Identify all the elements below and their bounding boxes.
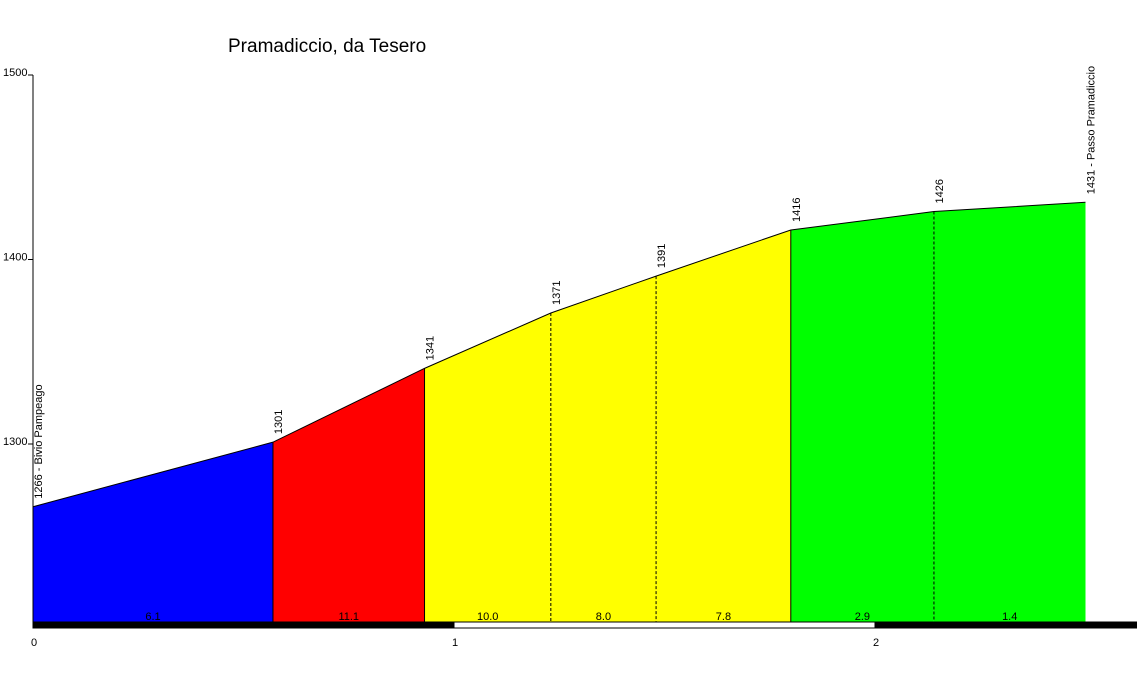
segment-grade-label: 11.1 bbox=[338, 611, 359, 623]
point-label: 1416 bbox=[791, 197, 803, 221]
segment-area-2 bbox=[272, 368, 425, 622]
point-label: 1371 bbox=[551, 281, 563, 305]
y-tick-label: 1400 bbox=[3, 252, 27, 264]
chart-title: Pramadiccio, da Tesero bbox=[228, 36, 426, 57]
x-axis-km-bar bbox=[32, 621, 455, 629]
profile-line bbox=[32, 201, 1086, 508]
segment-area-5 bbox=[656, 229, 791, 623]
point-labels-layer: 1266 - Bivio Pampeago 1301 1341 1371 1391 141… bbox=[33, 66, 1098, 499]
point-label: 1301 bbox=[273, 410, 285, 434]
segment-grade-label: 8.0 bbox=[596, 611, 611, 623]
y-tick-label: 1300 bbox=[3, 436, 27, 448]
segments-layer: 6.1 11.1 10.0 8.0 7.8 2.9 1.4 bbox=[33, 202, 1086, 623]
segment-grade-label: 1.4 bbox=[1002, 611, 1017, 623]
segment-area-4 bbox=[550, 276, 657, 622]
segment-area-1 bbox=[33, 442, 273, 622]
point-label: 1341 bbox=[425, 336, 437, 360]
x-tick-label: 1 bbox=[452, 637, 458, 649]
profile-line-layer bbox=[32, 201, 1086, 508]
x-axis-km-bar bbox=[874, 621, 1137, 629]
x-axis-km-bar bbox=[453, 621, 876, 629]
x-tick-label: 0 bbox=[31, 637, 37, 649]
segment-grade-label: 2.9 bbox=[855, 611, 870, 623]
segment-area-7 bbox=[933, 202, 1086, 622]
point-label: 1426 bbox=[934, 179, 946, 203]
point-label: 1266 - Bivio Pampeago bbox=[33, 384, 45, 498]
point-label: 1431 - Passo Pramadiccio bbox=[1086, 66, 1098, 194]
x-tick-label: 2 bbox=[873, 637, 879, 649]
segment-area-3 bbox=[424, 313, 551, 622]
axes-layer: 1300 1400 1500 0 1 2 bbox=[3, 67, 1137, 649]
segment-grade-label: 6.1 bbox=[145, 611, 160, 623]
segment-area-6 bbox=[790, 211, 934, 622]
segment-grade-label: 7.8 bbox=[716, 611, 731, 623]
segment-grade-label: 10.0 bbox=[477, 611, 498, 623]
point-label: 1391 bbox=[656, 244, 668, 268]
y-tick-label: 1500 bbox=[3, 67, 27, 79]
